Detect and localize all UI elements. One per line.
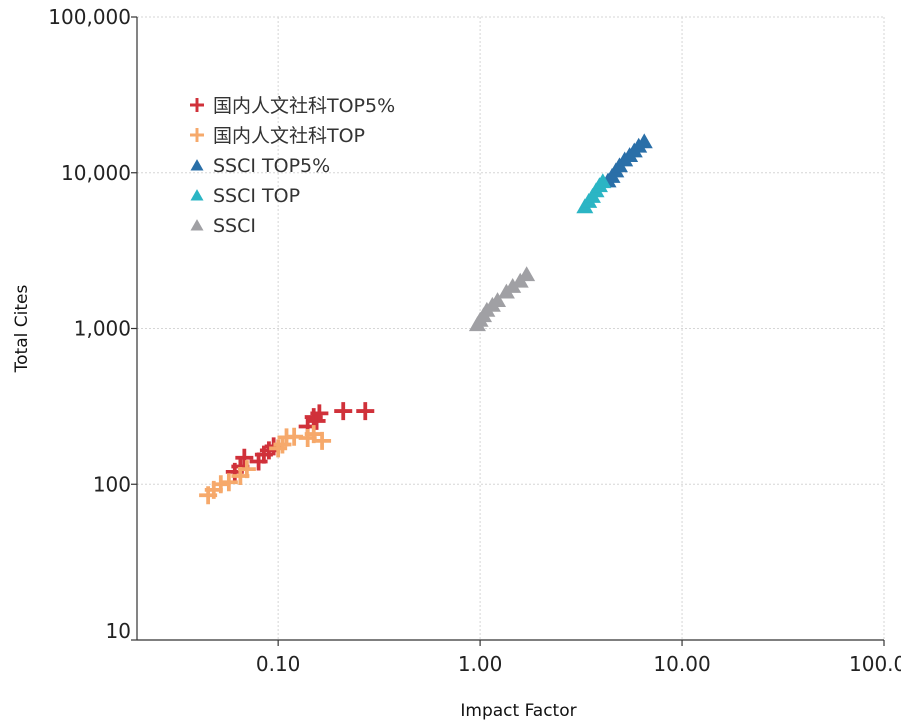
y-tick-label: 10,000	[61, 161, 131, 185]
data-point	[304, 408, 323, 427]
data-point	[594, 173, 612, 189]
data-point	[259, 441, 278, 460]
legend-label: SSCI	[213, 215, 256, 237]
series-4	[468, 266, 536, 332]
legend-item: SSCI TOP5%	[190, 155, 330, 177]
data-point	[254, 445, 273, 464]
data-point	[199, 486, 218, 505]
legend-label: SSCI TOP	[213, 185, 300, 207]
x-tick-label: 1.00	[458, 652, 503, 676]
data-point	[334, 402, 353, 421]
legend-item: 国内人文社科TOP	[190, 125, 365, 147]
data-point	[310, 404, 329, 423]
data-point	[313, 431, 332, 450]
data-point	[225, 462, 244, 481]
series-0	[225, 402, 375, 481]
data-point	[249, 452, 268, 471]
legend-marker	[190, 128, 204, 142]
y-tick-label: 100	[93, 472, 131, 496]
legend-marker	[190, 219, 204, 231]
y-axis-title: Total Cites	[12, 285, 32, 374]
data-point	[231, 457, 250, 476]
legend: 国内人文社科TOP5% 国内人文社科TOP SSCI TOP5% SSCI TOP SS…	[190, 95, 395, 237]
legend-marker	[190, 159, 204, 171]
series-1	[199, 425, 332, 505]
y-tick-label: 10	[106, 619, 131, 643]
data-point	[285, 427, 304, 446]
data-point	[635, 133, 653, 149]
data-point	[219, 473, 238, 492]
data-points	[199, 133, 653, 505]
legend-label: 国内人文社科TOP	[213, 125, 365, 147]
series-3	[576, 173, 612, 214]
data-point	[504, 277, 522, 293]
data-point	[264, 437, 283, 456]
series-2	[599, 133, 653, 188]
data-point	[298, 429, 317, 448]
data-point	[298, 417, 317, 436]
data-point	[304, 425, 323, 444]
data-point	[211, 475, 230, 494]
x-tick-label: 0.10	[256, 652, 301, 676]
tick-labels: 0.10 1.00 10.00 100.00 10 100 1,000 10,000 100,0…	[48, 5, 901, 676]
y-tick-label: 100,000	[48, 5, 131, 29]
legend-label: 国内人文社科TOP5%	[213, 95, 395, 117]
data-point	[235, 448, 254, 467]
data-point	[269, 439, 288, 458]
legend-label: SSCI TOP5%	[213, 155, 330, 177]
data-point	[273, 435, 292, 454]
axes	[131, 16, 885, 646]
legend-item: SSCI TOP	[190, 185, 300, 207]
data-point	[489, 292, 507, 308]
legend-marker	[190, 189, 204, 201]
x-tick-label: 10.00	[653, 652, 710, 676]
x-axis-title: Impact Factor	[460, 701, 576, 721]
data-point	[307, 411, 326, 430]
legend-item: SSCI	[190, 215, 256, 237]
data-point	[518, 266, 536, 282]
data-point	[204, 480, 223, 499]
legend-marker	[190, 98, 204, 112]
x-tick-label: 100.00	[849, 652, 901, 676]
legend-item: 国内人文社科TOP5%	[190, 95, 395, 117]
data-point	[231, 466, 250, 485]
data-point	[356, 402, 375, 421]
data-point	[237, 460, 256, 479]
y-tick-label: 1,000	[74, 317, 131, 341]
